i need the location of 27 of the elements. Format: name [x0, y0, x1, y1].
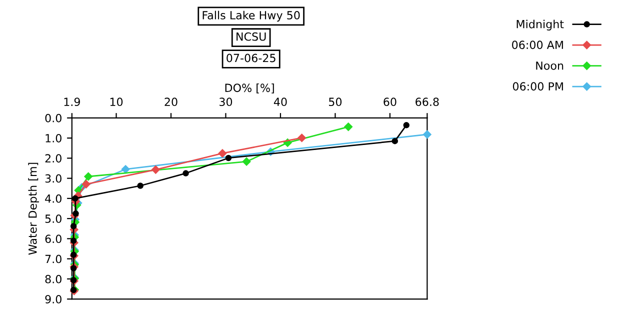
x-tick-label: 1.9 [64, 98, 80, 106]
y-axis-title: Water Depth [m] [28, 162, 39, 255]
legend-label: 06:00 PM [512, 82, 563, 91]
x-tick-label: 20 [164, 98, 178, 106]
x-tick-label: 10 [110, 98, 123, 106]
chart-subtitle: NCSU [236, 32, 266, 41]
x-axis-title: DO% [%] [225, 83, 274, 94]
y-tick-label: 9.0 [45, 295, 62, 304]
y-tick-label: 6.0 [45, 234, 62, 244]
y-tick-label: 4.0 [45, 194, 62, 203]
y-tick-label: 7.0 [45, 254, 62, 264]
x-tick-label: 66.8 [416, 98, 439, 106]
y-tick-label: 1.0 [46, 134, 62, 142]
y-tick-label: 2.0 [45, 154, 62, 163]
y-tick-label: 3.0 [45, 174, 62, 183]
legend-label: Noon [536, 62, 564, 70]
text: 07-06-25 [226, 54, 276, 62]
legend-label: 06:00 AM [512, 40, 563, 50]
y-tick-label: 8.0 [45, 274, 62, 284]
x-tick-label: 30 [220, 98, 232, 106]
legend-label: Midnight [516, 20, 564, 30]
x-tick-label: 50 [329, 98, 342, 106]
x-tick-label: 60 [384, 98, 396, 106]
y-tick-label: 0.0 [45, 114, 62, 122]
y-tick-label: 5.0 [45, 214, 62, 223]
chart-title: Falls Lake Hwy 50 [202, 10, 300, 22]
x-tick-label: 40 [274, 98, 287, 106]
